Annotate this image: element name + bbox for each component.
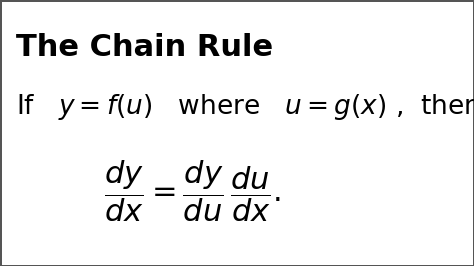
Text: $\dfrac{dy}{dx} = \dfrac{dy}{du}\,\dfrac{du}{dx}.$: $\dfrac{dy}{dx} = \dfrac{dy}{du}\,\dfrac… — [104, 158, 281, 224]
Text: The Chain Rule: The Chain Rule — [16, 33, 273, 62]
Text: If   $y = f(u)$   where   $u = g(x)$ ,  then: If $y = f(u)$ where $u = g(x)$ , then — [16, 92, 474, 122]
